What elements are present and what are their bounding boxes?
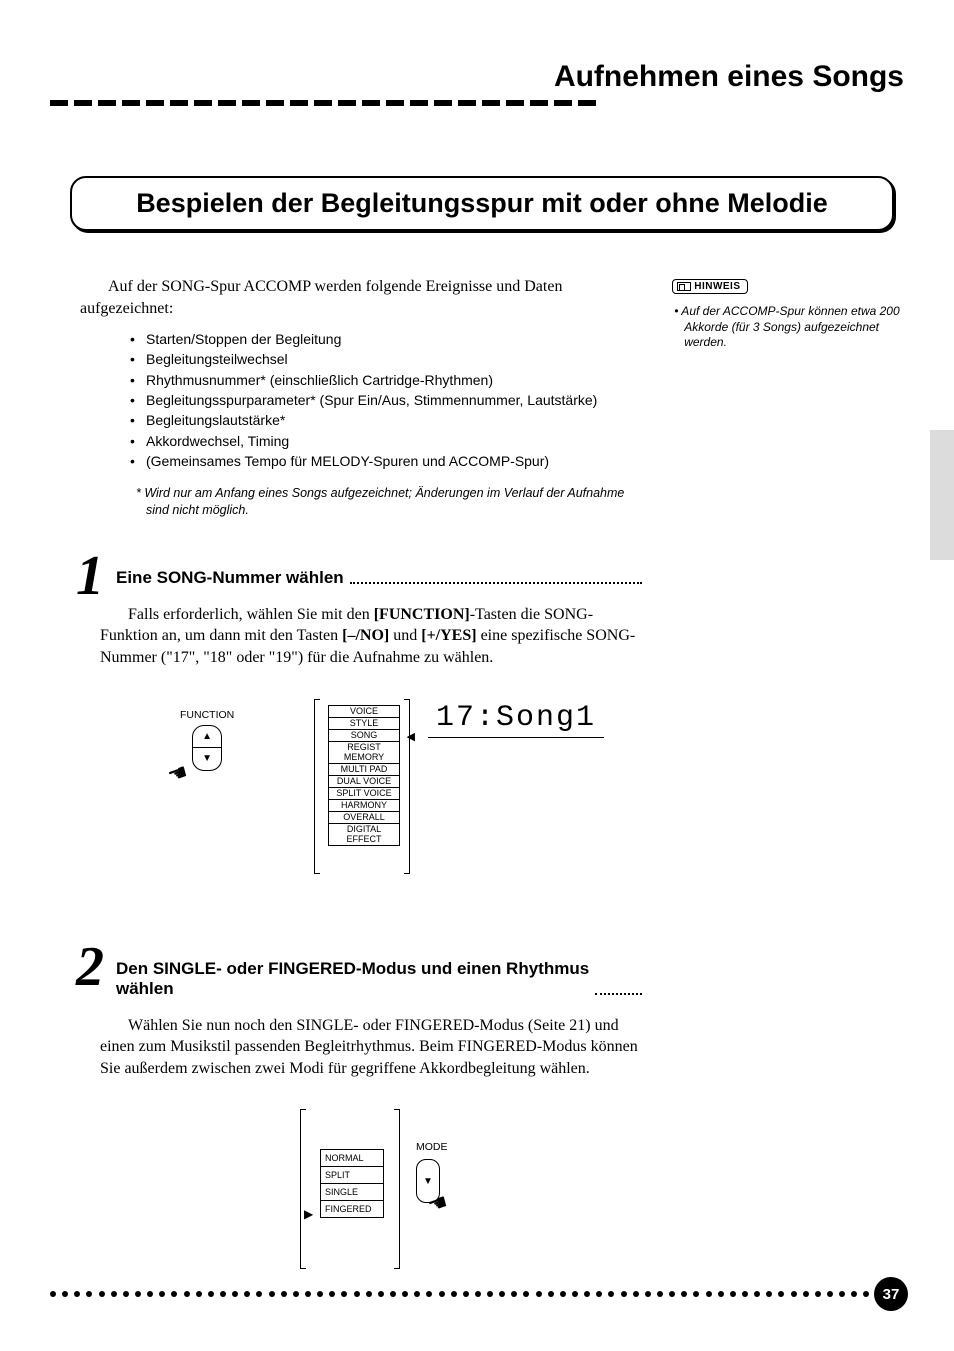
list-item: Starten/Stoppen der Begleitung bbox=[130, 329, 642, 349]
section-heading: Bespielen der Begleitungsspur mit oder o… bbox=[70, 176, 894, 231]
side-column: HINWEIS • Auf der ACCOMP-Spur können etw… bbox=[672, 276, 904, 1319]
step-heading: Eine SONG-Nummer wählen bbox=[116, 568, 344, 588]
hinweis-badge: HINWEIS bbox=[672, 279, 747, 294]
function-button-pad: ▲ ▼ bbox=[192, 725, 222, 771]
mode-item: FINGERED bbox=[320, 1200, 384, 1218]
rail-left bbox=[314, 699, 320, 874]
rail-right bbox=[394, 1109, 400, 1269]
list-item: Rhythmusnummer* (einschließlich Cartridg… bbox=[130, 370, 642, 390]
hand-pointer-icon: ☚ bbox=[164, 758, 191, 789]
step-heading: Den SINGLE- oder FINGERED-Modus und eine… bbox=[116, 959, 589, 999]
step-1: 1 Eine SONG-Nummer wählen Falls erforder… bbox=[80, 568, 642, 889]
step-2: 2 Den SINGLE- oder FINGERED-Modus und ei… bbox=[80, 959, 642, 1290]
page-edge-tab bbox=[930, 430, 954, 560]
list-item: Akkordwechsel, Timing bbox=[130, 431, 642, 451]
mode-diagram: ▶ NORMAL SPLIT SINGLE FINGERED MODE ▼ ☚ bbox=[300, 1109, 642, 1289]
page-number-badge: 37 bbox=[874, 1277, 908, 1311]
dash-divider bbox=[50, 100, 904, 106]
mode-item: NORMAL bbox=[320, 1149, 384, 1167]
list-item: Begleitungsspurparameter* (Spur Ein/Aus,… bbox=[130, 390, 642, 410]
down-arrow-icon: ▼ bbox=[193, 748, 221, 770]
menu-item: DIGITAL EFFECT bbox=[328, 823, 400, 846]
list-item: Begleitungslautstärke* bbox=[130, 410, 642, 430]
step-body: Wählen Sie nun noch den SINGLE- oder FIN… bbox=[100, 1015, 642, 1080]
lcd-display: 17:Song1 bbox=[428, 701, 604, 738]
mode-item: SPLIT bbox=[320, 1166, 384, 1184]
rail-left bbox=[300, 1109, 306, 1269]
page-title: Aufnehmen eines Songs bbox=[50, 60, 904, 94]
mode-list: NORMAL SPLIT SINGLE FINGERED bbox=[320, 1149, 384, 1217]
mode-item: SINGLE bbox=[320, 1183, 384, 1201]
menu-item: REGIST MEMORY bbox=[328, 741, 400, 764]
bottom-dotted-rule bbox=[50, 1291, 870, 1297]
step-number: 2 bbox=[76, 935, 104, 999]
up-arrow-icon: ▲ bbox=[193, 726, 221, 748]
step-body: Falls erforderlich, wählen Sie mit den [… bbox=[100, 604, 642, 669]
mode-label: MODE bbox=[416, 1141, 448, 1153]
content-body: Auf der SONG-Spur ACCOMP werden folgende… bbox=[50, 276, 904, 1319]
step-number: 1 bbox=[76, 544, 104, 608]
hand-pointer-icon: ☚ bbox=[424, 1189, 451, 1220]
rail-right bbox=[404, 699, 410, 874]
dotted-leader bbox=[595, 993, 642, 995]
note-icon bbox=[677, 282, 691, 291]
bullet-list: Starten/Stoppen der Begleitung Begleitun… bbox=[80, 329, 642, 471]
list-item: Begleitungsteilwechsel bbox=[130, 349, 642, 369]
footnote: * Wird nur am Anfang eines Songs aufgeze… bbox=[80, 485, 642, 518]
function-diagram: FUNCTION ▲ ▼ ☚ VOICE STYLE SONG REGIST M… bbox=[180, 699, 642, 889]
intro-paragraph: Auf der SONG-Spur ACCOMP werden folgende… bbox=[80, 276, 642, 319]
function-label: FUNCTION bbox=[180, 709, 234, 721]
list-item: (Gemeinsames Tempo für MELODY-Spuren und… bbox=[130, 451, 642, 471]
side-note-text: • Auf der ACCOMP-Spur können etwa 200 Ak… bbox=[672, 304, 904, 351]
dotted-leader bbox=[350, 582, 643, 584]
pointer-icon: ▶ bbox=[304, 1207, 313, 1222]
function-menu-list: VOICE STYLE SONG REGIST MEMORY MULTI PAD… bbox=[328, 705, 400, 845]
